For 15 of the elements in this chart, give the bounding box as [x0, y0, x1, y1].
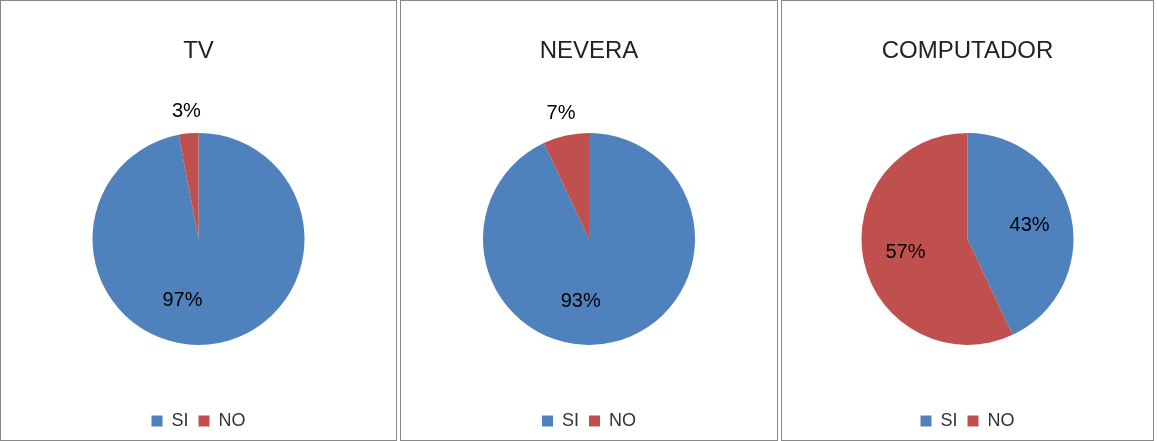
chart-title: COMPUTADOR — [881, 36, 1054, 64]
data-label: 43% — [1009, 212, 1050, 235]
data-label: 97% — [162, 287, 203, 310]
legend-label: NO — [218, 409, 246, 430]
data-label: 57% — [885, 240, 926, 263]
legend-label: SI — [940, 409, 958, 430]
legend-label: NO — [987, 409, 1015, 430]
legend-label: NO — [609, 409, 636, 430]
chart-title: NEVERA — [539, 36, 639, 64]
data-label: 3% — [172, 98, 202, 121]
data-label: 93% — [560, 289, 601, 312]
chart-title: TV — [183, 36, 214, 64]
data-label: 7% — [546, 101, 576, 124]
legend-label: SI — [562, 409, 580, 430]
legend-label: SI — [171, 409, 189, 430]
